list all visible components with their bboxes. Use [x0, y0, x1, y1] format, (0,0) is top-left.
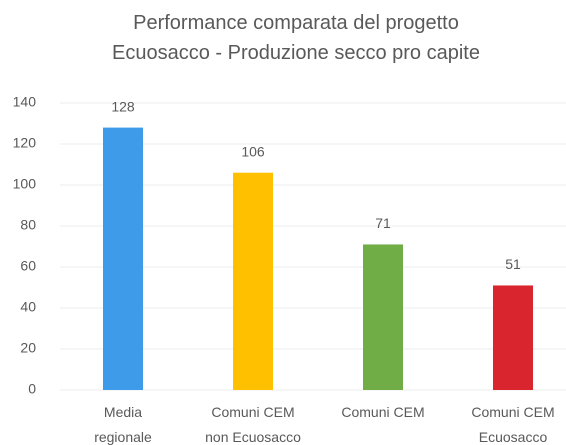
data-label: 128: [111, 98, 135, 114]
y-tick-label: 120: [13, 135, 37, 151]
y-tick-label: 100: [13, 176, 37, 192]
chart-title: Performance comparata del progetto Ecuos…: [112, 12, 480, 64]
x-tick-label: Comuni CEM Ecuosacco: [471, 404, 555, 445]
x-tick-label: Comuni CEM: [341, 404, 425, 420]
y-tick-label: 20: [20, 340, 36, 356]
y-tick-label: 80: [20, 217, 36, 233]
bar: [363, 244, 403, 390]
y-tick-label: 40: [20, 299, 36, 315]
x-tick-label: Media regionale: [94, 404, 152, 445]
data-label: 71: [375, 215, 391, 231]
y-tick-label: 0: [28, 381, 36, 397]
bar: [493, 285, 533, 390]
bar: [233, 172, 273, 390]
data-label: 51: [505, 256, 521, 272]
bar: [103, 127, 143, 390]
y-tick-label: 140: [13, 94, 37, 110]
x-tick-label: Comuni CEM non Ecuosacco: [205, 404, 301, 445]
data-label: 106: [241, 143, 265, 159]
y-tick-label: 60: [20, 258, 36, 274]
